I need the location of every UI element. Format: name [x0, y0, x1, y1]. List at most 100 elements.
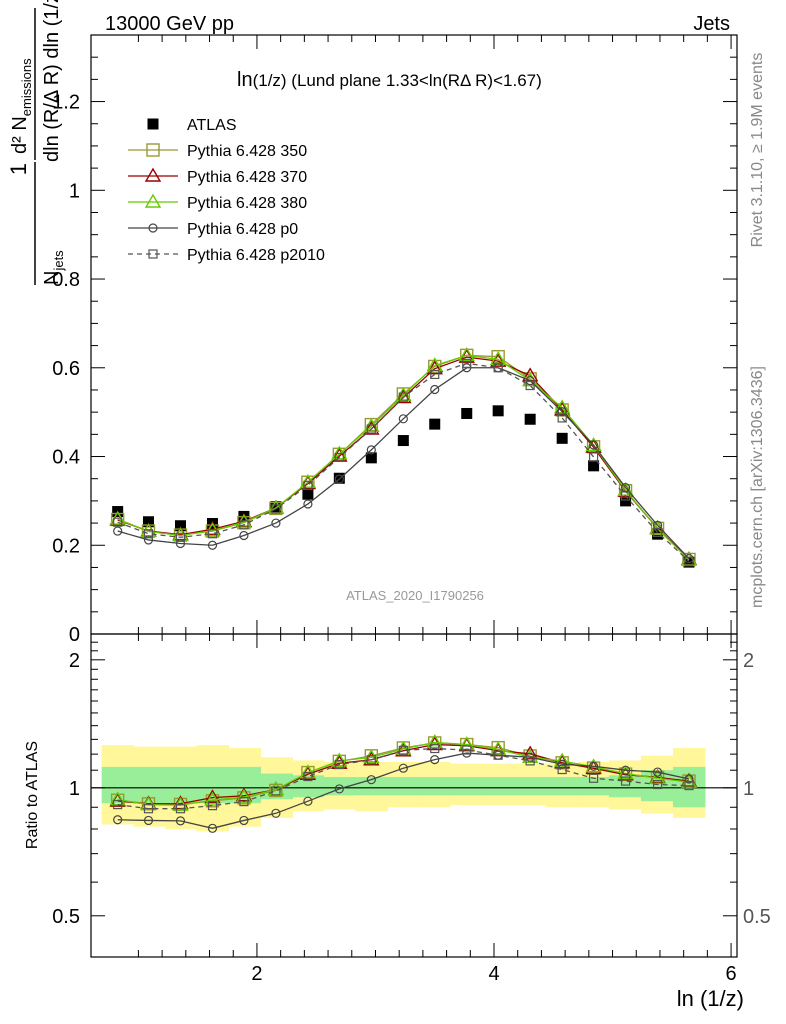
- ylabel-numerator-sub: emissions: [19, 58, 34, 116]
- series-3-point: [553, 399, 571, 414]
- ylabel-numerator-main: d² N: [9, 116, 31, 154]
- series-4-line: [117, 367, 690, 560]
- series-4-point: [175, 538, 186, 549]
- series-4-point: [271, 518, 281, 528]
- series-5-point: [303, 480, 313, 490]
- series-4-point: [143, 535, 154, 545]
- ratio-series-4-point: [113, 800, 123, 810]
- series-0-point: [461, 407, 473, 419]
- main-panel: ATLAS_2020_I1790256 0 0.2 0.4 0.6 0.8 1 1.2 ln…: [52, 34, 738, 646]
- series-5-point: [652, 527, 663, 537]
- series-5-point: [620, 491, 631, 501]
- series-5-point: [557, 413, 567, 423]
- series-4-point: [334, 474, 344, 484]
- main-ytick-label: 0.8: [52, 269, 80, 291]
- ratio-panel: 2 4 6 0.5 0.5 1 1 2 2: [52, 633, 771, 985]
- series-0-point: [333, 472, 345, 484]
- ratio-series-4-point: [239, 796, 249, 807]
- series-5-point: [143, 529, 154, 539]
- legend-marker-0: [147, 118, 159, 130]
- ratio-series-4-point: [175, 804, 186, 814]
- stat-band-green: [546, 777, 579, 796]
- analysis-watermark: ATLAS_2020_I1790256: [346, 588, 484, 603]
- ratio-series-2-point: [299, 764, 317, 779]
- series-5-point: [684, 556, 694, 566]
- series-0-point: [142, 516, 154, 528]
- series-0-point: [365, 452, 377, 464]
- series-0-point: [524, 413, 536, 425]
- plot-title-main: ln: [237, 69, 253, 91]
- ratio-series-2-point: [204, 791, 221, 806]
- ratio-series-4-point: [303, 771, 313, 782]
- legend-marker-3: [144, 193, 162, 208]
- series-5-point: [525, 380, 535, 391]
- ratio-series-4-point: [557, 764, 567, 775]
- ratio-series-3-point: [303, 796, 313, 806]
- ylabel-prefix-den: Njets: [41, 250, 66, 285]
- series-4-point: [557, 407, 567, 417]
- ratio-frame: [90, 633, 738, 958]
- series-3-point: [458, 346, 475, 362]
- ratio-series-4-point: [525, 756, 535, 766]
- ratio-series-4-point: [366, 755, 376, 765]
- series-1-point: [491, 349, 505, 364]
- legend-marker-2: [144, 167, 162, 182]
- ratio-series-3-point: [143, 815, 154, 826]
- series-5-point: [430, 369, 440, 380]
- ratio-series-3-line: [117, 752, 690, 829]
- main-ytick-label: 1.2: [52, 92, 80, 114]
- x-tick-label: 4: [488, 963, 499, 985]
- series-5-point: [175, 532, 186, 542]
- series-0-point: [620, 495, 632, 507]
- ratio-series-4-point: [398, 745, 408, 755]
- legend-label-0: ATLAS: [187, 117, 237, 134]
- series-4-point: [588, 440, 599, 450]
- series-2-point: [426, 360, 443, 375]
- ratio-series-4-point: [271, 786, 281, 796]
- ratio-series-3-point: [271, 808, 281, 818]
- ylabel-numerator: d² Nemissions: [9, 58, 34, 154]
- legend-label-1: Pythia 6.428 350: [187, 143, 307, 160]
- stat-band-green: [292, 775, 324, 798]
- legend-label-4: Pythia 6.428 p0: [187, 221, 298, 238]
- main-ytick-label: 0.2: [52, 535, 80, 557]
- series-5-point: [462, 358, 472, 368]
- series-5-point: [271, 504, 281, 514]
- main-ytick-label: 0.4: [52, 447, 80, 469]
- series-0-point: [556, 432, 568, 444]
- ratio-series-4-line: [117, 747, 690, 810]
- stat-band-green: [640, 770, 674, 802]
- rivet-version-label: Rivet 3.1.10, ≥ 1.9M events: [749, 53, 766, 248]
- series-5-point: [366, 424, 376, 434]
- ratio-ytick-label: 0.5: [52, 906, 80, 928]
- ylabel-prefix-den-sub: jets: [51, 250, 66, 272]
- series-4-point: [113, 526, 123, 536]
- ratio-series-4-point: [334, 759, 344, 770]
- ratio-uncertainty-bands: [91, 745, 737, 832]
- ratio-series-3-point: [557, 759, 567, 769]
- ratio-series-2-point: [489, 741, 507, 756]
- ratio-series-4-point: [143, 804, 154, 814]
- series-4-point: [303, 499, 313, 509]
- ratio-ytick-label-right: 2: [743, 650, 754, 672]
- series-4-point: [652, 520, 663, 530]
- series-5-point: [113, 517, 123, 527]
- series-0-point: [492, 405, 504, 417]
- ratio-series-4-point: [684, 780, 694, 791]
- ratio-series-1-line: [117, 743, 690, 805]
- series-4-point: [366, 445, 376, 455]
- ratio-series-1-point: [204, 789, 221, 804]
- x-tick-label: 2: [251, 963, 262, 985]
- main-ytick-label: 0.6: [52, 358, 80, 380]
- ratio-series-1-point: [521, 745, 539, 760]
- main-ytick-label: 1: [69, 180, 80, 202]
- plot-title-rest: (1/z) (Lund plane 1.33<ln(RΔ R)<1.67): [253, 71, 542, 90]
- x-tick-label: 6: [726, 963, 737, 985]
- ratio-series-3-point: [207, 823, 218, 833]
- series-0-point: [429, 418, 441, 430]
- stat-band-green: [323, 777, 356, 796]
- series-5-point: [398, 392, 408, 402]
- series-0-point: [270, 501, 282, 513]
- ratio-series-4-point: [430, 743, 440, 754]
- ratio-ytick-label: 1: [69, 778, 80, 800]
